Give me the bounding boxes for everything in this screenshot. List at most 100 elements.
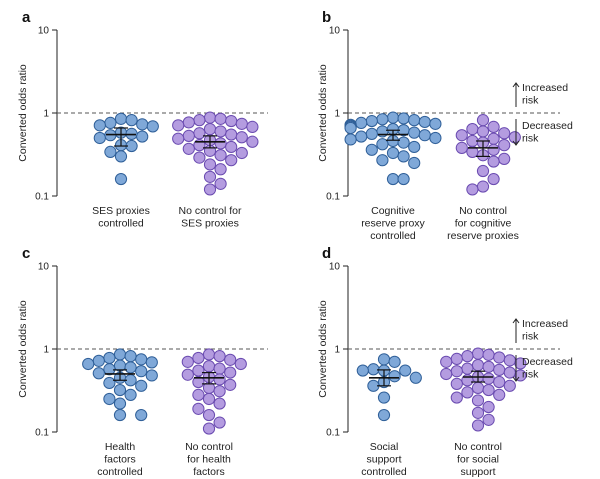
annotation-line: Decreased	[522, 120, 573, 132]
data-point	[103, 363, 116, 376]
annotation-decreased-risk: Decreased risk	[522, 120, 573, 145]
data-point	[192, 351, 205, 365]
x-category-label: No control for social support	[454, 441, 502, 478]
data-point	[409, 371, 422, 384]
data-point	[181, 355, 194, 368]
x-category-label: No control for SES proxies	[178, 205, 242, 230]
y-tick-label: 0.1	[35, 428, 49, 439]
data-point	[235, 146, 248, 160]
data-point	[214, 177, 227, 190]
data-point	[225, 114, 238, 128]
x-category-label: Cognitive reserve proxy controlled	[361, 205, 425, 242]
annotation-line: risk	[522, 369, 539, 381]
data-point	[482, 400, 495, 414]
annotation-line: risk	[522, 331, 539, 343]
annotation-line: Increased	[522, 318, 568, 330]
data-point	[92, 354, 105, 367]
data-point	[92, 367, 105, 380]
data-point	[135, 408, 148, 422]
data-point	[203, 183, 217, 196]
data-point	[397, 150, 410, 163]
data-point	[192, 388, 205, 401]
data-point	[399, 364, 412, 377]
data-point	[376, 154, 389, 167]
data-point	[214, 112, 227, 125]
x-category-label-line: controlled	[97, 466, 143, 478]
y-tick-label: 1	[43, 345, 49, 356]
data-point	[146, 120, 159, 133]
x-category-label-line: support	[460, 466, 495, 478]
x-category-label-line: controlled	[361, 466, 407, 478]
data-point	[397, 136, 410, 149]
data-point	[503, 379, 516, 392]
data-point	[135, 365, 148, 378]
data-point	[365, 143, 378, 156]
data-point	[114, 112, 128, 125]
data-point	[365, 114, 378, 128]
x-category-label-line: for health	[187, 454, 231, 466]
annotation-line: Increased	[522, 82, 568, 94]
data-point	[493, 375, 506, 389]
data-point	[386, 111, 400, 124]
data-point	[408, 114, 421, 127]
data-point	[125, 114, 138, 127]
data-point	[356, 364, 369, 377]
y-axis-label: Converted odds ratio	[317, 64, 329, 162]
x-category-label-line: controlled	[370, 230, 416, 242]
data-point	[192, 364, 205, 377]
y-tick-label: 10	[329, 262, 341, 273]
panel-label: b	[322, 9, 331, 26]
data-point	[487, 155, 500, 168]
data-point	[376, 113, 389, 126]
data-point	[182, 116, 195, 129]
data-point	[493, 351, 506, 364]
data-point	[225, 154, 238, 167]
data-point	[377, 353, 391, 366]
x-category-label-line: reserve proxies	[447, 230, 519, 242]
y-tick-label: 10	[329, 26, 341, 37]
data-point	[476, 114, 490, 127]
data-point	[440, 355, 453, 368]
data-point	[135, 379, 148, 392]
x-category-label-line: No control	[454, 441, 502, 453]
x-category-label: No control for health factors	[185, 441, 233, 478]
data-point	[203, 170, 217, 183]
data-point	[408, 140, 421, 154]
data-point	[355, 130, 368, 143]
data-point	[103, 351, 116, 365]
x-category-label-line: controlled	[98, 218, 144, 230]
x-category-label-line: for social	[457, 454, 499, 466]
data-point	[493, 388, 506, 401]
data-point	[182, 129, 195, 142]
data-point	[482, 348, 495, 361]
data-point	[455, 129, 468, 142]
y-tick-label: 1	[334, 109, 340, 120]
data-point	[182, 142, 195, 155]
data-point	[113, 408, 127, 422]
data-point	[172, 119, 185, 132]
data-point	[471, 358, 485, 372]
y-axis-label: Converted odds ratio	[317, 300, 329, 398]
x-category-label-line: support	[366, 454, 401, 466]
data-point	[466, 122, 479, 136]
data-point	[82, 357, 95, 371]
x-category-label-line: SES proxies	[92, 205, 150, 217]
data-point	[471, 381, 485, 394]
x-category-label-line: factors	[193, 466, 225, 478]
data-point	[213, 385, 226, 398]
data-point	[214, 149, 227, 162]
data-point	[135, 353, 148, 366]
data-point	[455, 141, 468, 154]
data-point	[440, 367, 453, 381]
x-category-label-line: Health	[105, 441, 136, 453]
data-point	[192, 375, 205, 389]
x-category-label-line: reserve proxy	[361, 218, 425, 230]
data-point	[476, 164, 490, 178]
data-point	[461, 362, 474, 375]
data-point	[104, 116, 117, 129]
data-point	[476, 125, 490, 138]
